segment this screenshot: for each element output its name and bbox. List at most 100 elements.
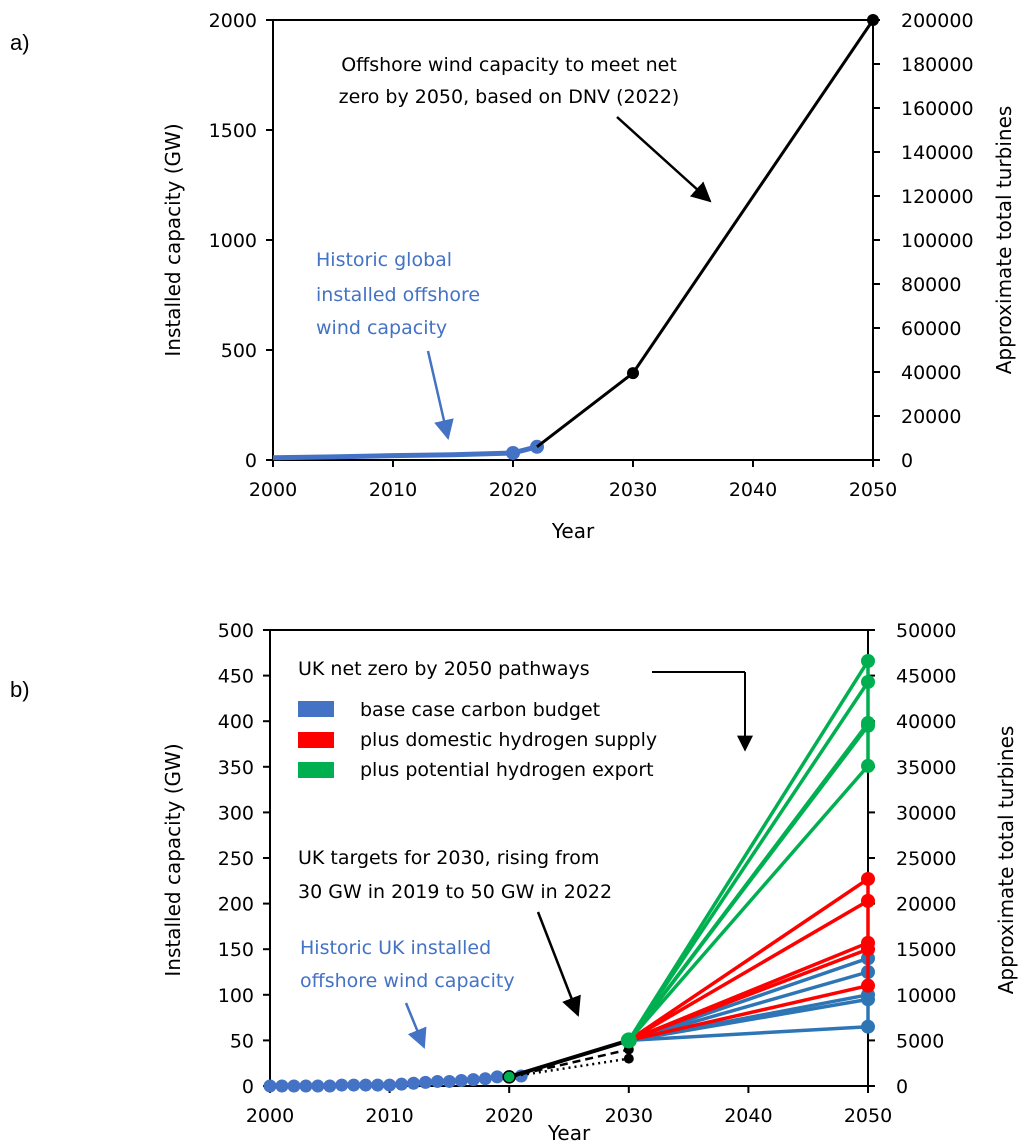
y-tick-label-right: 140000 bbox=[901, 142, 974, 164]
x-tick-label: 2020 bbox=[485, 1105, 533, 1127]
historic-uk-point bbox=[263, 1079, 277, 1093]
pathway-origin-point bbox=[620, 1032, 637, 1049]
target-line bbox=[508, 1048, 630, 1079]
annotation-dnv-line-2: zero by 2050, based on DNV (2022) bbox=[339, 86, 680, 108]
y-tick-label-left: 400 bbox=[218, 711, 254, 733]
y-tick-label-right: 10000 bbox=[896, 985, 956, 1007]
series-line bbox=[536, 19, 875, 448]
historic-uk-point bbox=[275, 1079, 289, 1093]
historic-uk-point bbox=[430, 1074, 444, 1088]
y-tick-label-left: 1000 bbox=[209, 230, 257, 252]
historic-uk-point bbox=[323, 1079, 337, 1093]
y-tick-label-left: 200 bbox=[218, 894, 254, 916]
y-tick-label-right: 30000 bbox=[896, 802, 956, 824]
pathway-point bbox=[861, 893, 875, 908]
x-tick-label: 2030 bbox=[609, 479, 657, 501]
pathway-line bbox=[627, 877, 869, 1042]
historic-uk-point bbox=[466, 1073, 480, 1087]
y-tick-label-left: 50 bbox=[230, 1030, 254, 1052]
y-tick-label-right: 40000 bbox=[896, 711, 956, 733]
y-tick-label-right: 120000 bbox=[901, 186, 974, 208]
annotation-historic-uk-line-2: offshore wind capacity bbox=[300, 970, 515, 992]
historic-uk-point bbox=[335, 1078, 349, 1092]
pathway-point bbox=[861, 978, 875, 993]
historic-uk-point bbox=[478, 1072, 492, 1086]
pathway-line bbox=[627, 764, 870, 1042]
y-tick-label-left: 500 bbox=[221, 340, 257, 362]
y-tick-label-right: 20000 bbox=[896, 894, 956, 916]
y-tick-label-right: 45000 bbox=[896, 666, 956, 688]
x-tick-label: 2040 bbox=[729, 479, 777, 501]
x-tick-label: 2050 bbox=[844, 1105, 892, 1127]
y-tick-label-right: 0 bbox=[896, 1076, 908, 1098]
y-tick-label-left: 0 bbox=[245, 450, 257, 472]
pathway-line bbox=[627, 899, 869, 1042]
annotation-historic-global-line-1: Historic global bbox=[316, 249, 452, 271]
y-tick-label-left: 450 bbox=[218, 666, 254, 688]
x-axis-title-b: Year bbox=[547, 1121, 591, 1145]
pathway-point bbox=[861, 674, 875, 689]
pathway-line bbox=[628, 1024, 869, 1043]
pathway-line bbox=[628, 941, 869, 1043]
target-line bbox=[508, 1038, 630, 1079]
historic-uk-point bbox=[359, 1078, 373, 1092]
historic-uk-point bbox=[287, 1079, 301, 1093]
y-axis-title-left-a: Installed capacity (GW) bbox=[161, 123, 185, 356]
y-tick-label-right: 200000 bbox=[901, 10, 974, 32]
y-tick-label-left: 1500 bbox=[209, 120, 257, 142]
x-tick-label: 2000 bbox=[249, 479, 297, 501]
x-axis-title-a: Year bbox=[551, 519, 595, 543]
x-tick-label: 2030 bbox=[605, 1105, 653, 1127]
y-tick-label-right: 15000 bbox=[896, 939, 956, 961]
ticks-a: 2000 2010 2020 2030 2040 20500500100015002000… bbox=[209, 10, 974, 501]
y-tick-label-left: 100 bbox=[218, 985, 254, 1007]
y-tick-label-left: 2000 bbox=[209, 10, 257, 32]
panel-label-a: a) bbox=[10, 30, 30, 55]
series-line bbox=[272, 444, 538, 461]
pathway-point bbox=[861, 871, 875, 886]
annotation-historic-global-line-2: installed offshore bbox=[316, 284, 480, 306]
y-tick-label-left: 350 bbox=[218, 757, 254, 779]
legend-swatch-export bbox=[298, 762, 334, 778]
historic-uk-point bbox=[395, 1077, 409, 1091]
y-tick-label-right: 20000 bbox=[901, 406, 961, 428]
historic-uk-point bbox=[490, 1070, 504, 1084]
x-tick-label: 2000 bbox=[246, 1105, 294, 1127]
legend-swatch-base bbox=[298, 701, 334, 717]
annotation-targets-arrow bbox=[536, 911, 581, 1017]
y-tick-label-right: 60000 bbox=[901, 318, 961, 340]
y-tick-label-right: 180000 bbox=[901, 54, 974, 76]
annotation-targets-line-1: UK targets for 2030, rising from bbox=[298, 847, 599, 869]
target-line bbox=[509, 1057, 629, 1079]
x-tick-label: 2010 bbox=[365, 1105, 413, 1127]
y-axis-title-right-b: Approximate total turbines bbox=[994, 726, 1018, 995]
series-a bbox=[272, 14, 879, 461]
x-tick-label: 2050 bbox=[849, 479, 897, 501]
annotation-historic-uk-line-1: Historic UK installed bbox=[300, 937, 491, 959]
legend-b: UK net zero by 2050 pathways base case c… bbox=[298, 658, 753, 781]
y-tick-label-right: 0 bbox=[901, 450, 913, 472]
x-tick-label: 2040 bbox=[724, 1105, 772, 1127]
y-tick-label-right: 50000 bbox=[896, 620, 956, 642]
y-tick-label-right: 40000 bbox=[901, 362, 961, 384]
y-tick-label-left: 300 bbox=[218, 802, 254, 824]
historic-uk-point bbox=[347, 1078, 361, 1092]
historic-uk-point bbox=[299, 1079, 313, 1093]
target-start-point bbox=[502, 1070, 516, 1084]
y-tick-label-right: 100000 bbox=[901, 230, 974, 252]
y-tick-label-left: 250 bbox=[218, 848, 254, 870]
historic-uk-point bbox=[418, 1075, 432, 1089]
annotation-historic-global-line-3: wind capacity bbox=[316, 317, 447, 339]
annotation-targets-line-2: 30 GW in 2019 to 50 GW in 2022 bbox=[298, 881, 612, 903]
y-tick-label-left: 150 bbox=[218, 939, 254, 961]
pathway-line bbox=[627, 660, 870, 1042]
legend-label-export: plus potential hydrogen export bbox=[360, 759, 654, 781]
historic-uk-point bbox=[383, 1078, 397, 1092]
annotation-historic-global-arrow bbox=[426, 350, 454, 440]
pathway-line bbox=[627, 721, 870, 1042]
annotation-dnv-line-1: Offshore wind capacity to meet net bbox=[341, 54, 677, 76]
pathway-point bbox=[861, 758, 875, 773]
legend-label-domestic: plus domestic hydrogen supply bbox=[360, 729, 657, 751]
legend-swatch-domestic bbox=[298, 732, 334, 748]
